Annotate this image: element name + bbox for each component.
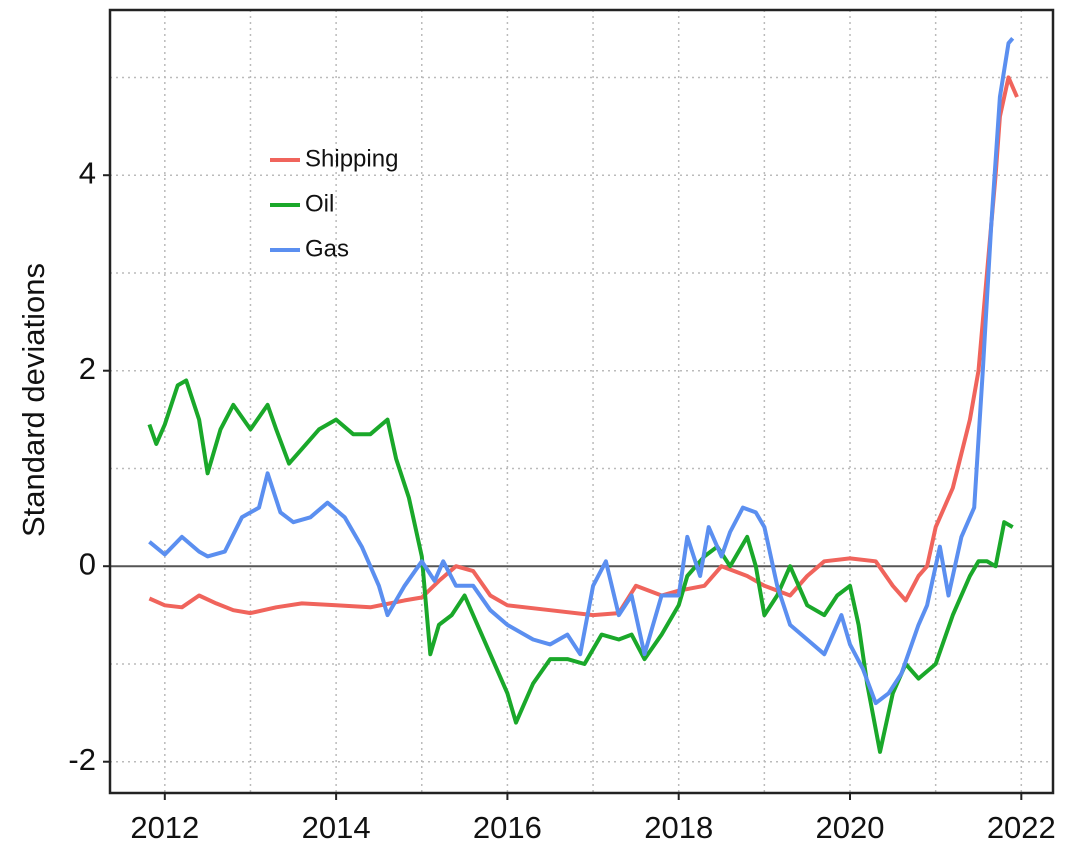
- y-axis-label: Standard deviations: [16, 263, 51, 537]
- x-tick-label: 2014: [302, 810, 371, 845]
- series-line: [147, 378, 1014, 754]
- x-tick-label: 2018: [644, 810, 713, 845]
- x-tick-label: 2022: [987, 810, 1056, 845]
- y-tick-label: 2: [79, 351, 96, 386]
- series-line: [148, 75, 1019, 618]
- y-tick-label: 4: [79, 155, 96, 190]
- x-tick-label: 2012: [130, 810, 199, 845]
- y-tick-label: -2: [68, 742, 96, 777]
- legend-label: Gas: [305, 235, 349, 262]
- x-tick-label: 2020: [816, 810, 885, 845]
- series-line: [148, 36, 1015, 706]
- plot-frame: [108, 8, 1055, 795]
- legend-label: Oil: [305, 190, 334, 217]
- legend-label: Shipping: [305, 145, 398, 172]
- x-tick-label: 2016: [473, 810, 542, 845]
- y-tick-label: 0: [79, 546, 96, 581]
